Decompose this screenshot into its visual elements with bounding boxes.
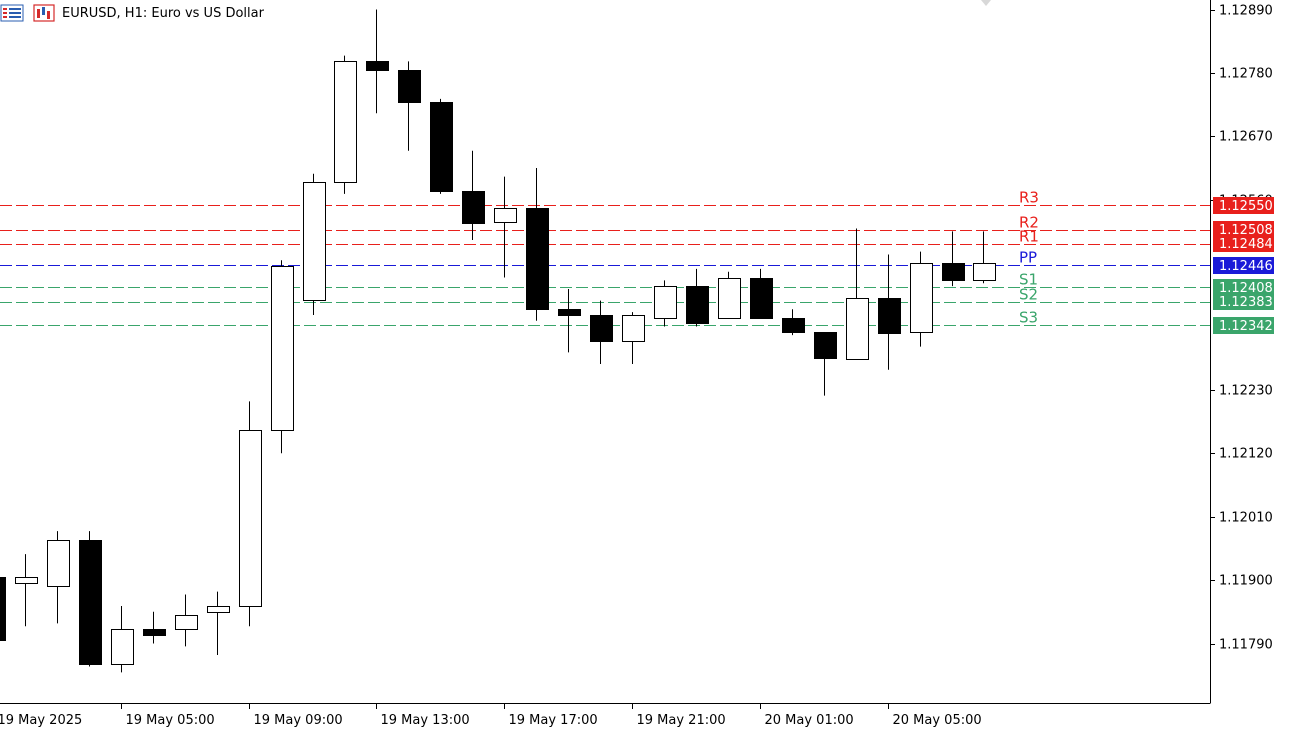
price-tick-label: 1.12670 [1219, 130, 1273, 145]
candle-body [494, 208, 517, 223]
time-tick-label: 20 May 01:00 [765, 713, 854, 727]
candle-body [303, 182, 326, 301]
time-tick-label: 19 May 09:00 [254, 713, 343, 727]
price-tick-label: 1.12890 [1219, 4, 1273, 19]
pivot-name-pp: PP [1019, 249, 1037, 267]
time-tick-label: 19 May 21:00 [637, 713, 726, 727]
time-tick-label: 20 May 05:00 [893, 713, 982, 727]
candle-body [79, 540, 102, 665]
pivot-name-s2: S2 [1019, 286, 1038, 304]
pivot-name-r2: R2 [1019, 214, 1039, 232]
candle-body [718, 278, 741, 319]
candle-body [654, 286, 677, 319]
candle-body [366, 61, 389, 71]
pivot-price-label-r3: 1.12550 [1219, 199, 1273, 214]
candle-body [271, 266, 294, 431]
pivot-price-label-bg-r3 [1213, 197, 1274, 214]
pivot-name-r1: R1 [1019, 228, 1039, 246]
candle-body [846, 298, 869, 360]
candle-body [942, 263, 965, 281]
candle-body [973, 263, 996, 281]
time-tick-label: 19 May 05:00 [126, 713, 215, 727]
candle-body [814, 332, 837, 359]
symbol-chart-icon[interactable] [32, 2, 58, 24]
time-tick-label: 19 May 13:00 [381, 713, 470, 727]
candle-body [398, 70, 421, 103]
candle-body [0, 577, 6, 641]
pivot-price-label-bg-pp [1213, 257, 1274, 274]
candle-body [526, 208, 549, 310]
pivot-price-label-pp: 1.12446 [1219, 259, 1273, 274]
candle-body [750, 278, 773, 319]
pivot-price-label-r2: 1.12508 [1219, 223, 1273, 238]
chart-menu-icon[interactable] [0, 2, 26, 24]
pivot-price-label-bg-r2 [1213, 221, 1274, 238]
pivot-price-label-bg-r1 [1213, 235, 1274, 252]
candle-body [686, 286, 709, 324]
candle-body [334, 61, 357, 183]
pivot-name-r3: R3 [1019, 189, 1039, 207]
candle-body [47, 540, 70, 587]
price-tick-label: 1.12780 [1219, 67, 1273, 82]
pivot-price-label-r1: 1.12484 [1219, 237, 1273, 252]
scroll-marker-icon [981, 0, 991, 6]
candle-body [175, 615, 198, 630]
pivot-price-label-bg-s2 [1213, 293, 1274, 310]
pivot-price-label-s1: 1.12408 [1219, 281, 1273, 296]
pivot-price-label-s2: 1.12383 [1219, 295, 1273, 310]
candle-body [590, 315, 613, 342]
price-tick-label: 1.12230 [1219, 384, 1273, 399]
pivot-name-s1: S1 [1019, 271, 1038, 289]
candle-body [143, 629, 166, 636]
pivot-price-label-bg-s3 [1213, 317, 1274, 334]
pivot-price-label-s3: 1.12342 [1219, 319, 1273, 334]
candle-body [782, 318, 805, 333]
candle-body [878, 298, 901, 334]
chart-header: EURUSD, H1: Euro vs US Dollar [0, 2, 264, 24]
candle-body [15, 577, 38, 584]
time-tick-label: 19 May 2025 [0, 713, 82, 727]
price-tick-label: 1.12010 [1219, 511, 1273, 526]
price-tick-label: 1.11900 [1219, 574, 1273, 589]
candle-body [462, 191, 485, 224]
price-tick-label: 1.11790 [1219, 638, 1273, 653]
chart-title: EURUSD, H1: Euro vs US Dollar [62, 5, 264, 21]
pivot-name-s3: S3 [1019, 309, 1038, 327]
candle-body [111, 629, 134, 665]
candle-body [558, 309, 581, 316]
candle-body [910, 263, 933, 333]
candle-body [622, 315, 645, 342]
candle-body [239, 430, 262, 607]
price-tick-label: 1.12120 [1219, 447, 1273, 462]
candle-body [207, 606, 230, 613]
candle-body [430, 102, 453, 192]
time-tick-label: 19 May 17:00 [509, 713, 598, 727]
pivot-price-label-bg-s1 [1213, 279, 1274, 296]
